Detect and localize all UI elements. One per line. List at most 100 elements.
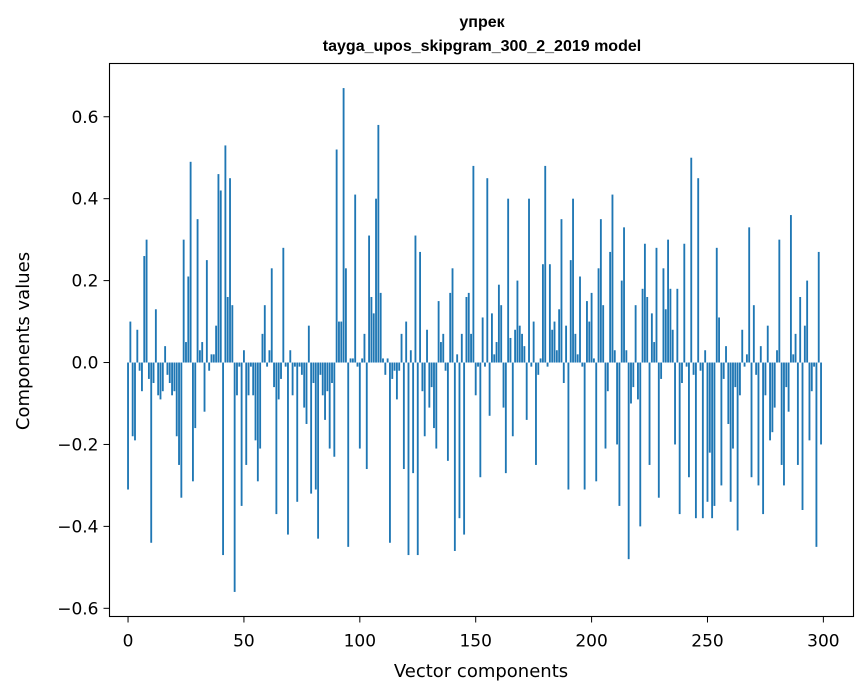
- bar-292: [803, 325, 806, 363]
- x-tick-label: 300: [807, 632, 839, 652]
- bar-49: [240, 362, 243, 506]
- bar-269: [750, 362, 753, 478]
- bar-59: [263, 305, 266, 363]
- bar-254: [715, 247, 718, 363]
- bar-198: [586, 301, 588, 363]
- bar-177: [537, 362, 540, 375]
- bar-148: [470, 333, 472, 363]
- bar-130: [428, 362, 431, 408]
- bar-37: [212, 354, 215, 363]
- bar-241: [685, 362, 688, 367]
- bar-132: [433, 362, 435, 429]
- bar-83: [319, 362, 322, 375]
- bar-120: [405, 321, 408, 363]
- bar-164: [507, 198, 510, 363]
- bar-6: [141, 362, 143, 392]
- bar-223: [643, 243, 646, 363]
- bar-251: [708, 362, 711, 453]
- bar-220: [637, 362, 639, 400]
- x-tick-label: 150: [459, 632, 491, 652]
- bar-288: [794, 333, 797, 363]
- bar-183: [551, 329, 554, 363]
- bar-42: [224, 145, 227, 363]
- bar-228: [655, 247, 658, 363]
- bar-101: [361, 358, 364, 363]
- bar-294: [808, 362, 811, 441]
- bar-155: [486, 178, 489, 363]
- bar-250: [706, 362, 709, 502]
- bar-45: [231, 305, 234, 363]
- bar-12: [154, 309, 157, 363]
- bar-192: [572, 198, 574, 363]
- bar-86: [326, 362, 329, 392]
- bar-261: [732, 362, 734, 449]
- bar-44: [229, 178, 231, 363]
- bar-258: [725, 346, 727, 363]
- bar-102: [363, 333, 366, 363]
- bar-249: [704, 350, 707, 363]
- bar-40: [219, 190, 222, 363]
- bar-290: [799, 296, 802, 363]
- bar-89: [333, 362, 336, 457]
- bar-230: [660, 362, 663, 379]
- bar-112: [386, 358, 389, 363]
- bar-22: [178, 362, 180, 465]
- bar-159: [495, 342, 498, 363]
- bar-128: [423, 362, 426, 437]
- y-tick-label: 0.2: [71, 272, 98, 292]
- bar-23: [180, 362, 183, 498]
- bar-126: [419, 251, 421, 363]
- bar-232: [664, 309, 667, 363]
- bar-28: [192, 362, 194, 482]
- bar-284: [785, 362, 788, 388]
- bar-53: [249, 362, 252, 367]
- bar-110: [382, 358, 384, 363]
- bar-147: [467, 292, 470, 363]
- bar-169: [518, 325, 521, 363]
- bar-1: [129, 321, 132, 363]
- bar-166: [511, 362, 514, 437]
- bar-138: [446, 362, 449, 461]
- bar-212: [618, 362, 621, 506]
- bar-172: [525, 362, 528, 420]
- bar-20: [173, 362, 176, 392]
- bar-54: [252, 362, 255, 396]
- x-tick-label: 200: [575, 632, 607, 652]
- bar-295: [810, 362, 813, 392]
- bar-256: [720, 362, 723, 486]
- bar-260: [729, 362, 732, 502]
- bar-106: [372, 313, 375, 363]
- bar-173: [528, 198, 530, 363]
- bar-123: [412, 362, 415, 474]
- bar-92: [340, 321, 343, 363]
- bar-125: [416, 362, 419, 556]
- bar-105: [370, 296, 373, 363]
- bar-67: [282, 247, 285, 363]
- bar-51: [245, 362, 248, 465]
- bar-273: [759, 346, 762, 363]
- bar-255: [718, 317, 720, 363]
- bar-7: [143, 256, 146, 363]
- y-tick-label: −0.6: [57, 599, 98, 619]
- bar-167: [514, 329, 517, 363]
- bar-118: [400, 333, 403, 363]
- bar-190: [567, 362, 570, 490]
- bar-170: [521, 333, 523, 363]
- bar-227: [653, 342, 656, 363]
- bar-119: [402, 362, 405, 470]
- bar-91: [338, 321, 340, 363]
- bar-0: [127, 362, 129, 490]
- bar-134: [437, 301, 440, 363]
- bar-253: [713, 362, 716, 506]
- bar-211: [616, 362, 619, 445]
- bar-18: [168, 362, 171, 384]
- bar-150: [474, 362, 477, 396]
- bar-200: [590, 292, 593, 363]
- bar-280: [776, 350, 778, 363]
- bar-71: [291, 362, 294, 396]
- bar-175: [532, 321, 535, 363]
- bar-97: [351, 358, 354, 363]
- bar-43: [226, 296, 229, 363]
- y-axis-ticks: −0.6 −0.4 −0.2 0.0 0.2 0.4 0.6: [57, 108, 110, 619]
- bar-115: [393, 362, 396, 371]
